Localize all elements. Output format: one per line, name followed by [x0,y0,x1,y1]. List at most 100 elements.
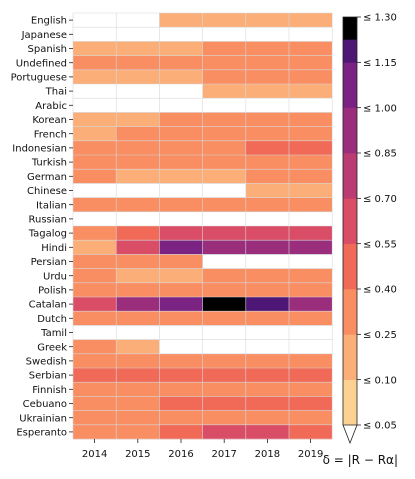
heatmap-cell [289,254,333,269]
heatmap-cell [245,240,290,255]
y-tick-label: Dutch [37,314,67,325]
heatmap-cell [159,55,203,71]
heatmap-cell [202,98,247,113]
heatmap-cell [289,55,333,71]
y-tick-label: Undefined [16,58,67,69]
heatmap-cell [116,183,160,198]
colorbar-outline [342,16,358,425]
heatmap-cell [73,282,117,298]
heatmap-cell [73,382,117,397]
heatmap-cell [289,297,333,312]
heatmap-cell [289,197,333,213]
heatmap-cell [73,211,117,227]
heatmap-cell [159,268,203,284]
heatmap-cell [159,211,203,227]
y-tick-label: Japanese [21,30,67,41]
heatmap-cell [159,140,203,156]
x-tick-label: 2016 [168,449,193,460]
heatmap-cell [73,424,117,440]
heatmap-cell [159,311,203,326]
heatmap-cell [289,84,333,99]
y-tick-label: Hindi [41,243,67,254]
heatmap-cell [159,41,203,56]
heatmap-cell [73,197,117,213]
heatmap-cell [289,98,333,113]
colorbar-tick-label: ≤ 1.15 [363,58,397,69]
heatmap-cell [245,98,290,113]
y-tick-label: Korean [32,115,67,126]
colorbar-tick-label: ≤ 0.25 [363,330,397,341]
heatmap-cell [116,112,160,127]
heatmap-cell [245,211,290,227]
heatmap-cell [116,311,160,326]
heatmap-cell [245,311,290,326]
y-tick-label: Tagalog [28,229,67,240]
heatmap-cell [159,325,203,340]
heatmap-cell [245,27,290,42]
heatmap-cell [73,353,117,369]
heatmap-cell [245,226,290,241]
heatmap-cell [202,84,247,99]
heatmap-cell [159,183,203,198]
heatmap-cell [116,55,160,71]
heatmap-cell [116,140,160,156]
heatmap-cell [245,41,290,56]
heatmap-cell [73,368,117,383]
heatmap-cell [289,268,333,284]
heatmap-cell [202,197,247,213]
x-tick-label: 2019 [298,449,323,460]
heatmap-cell [245,268,290,284]
heatmap-cell [202,368,247,383]
heatmap-cell [73,339,117,355]
heatmap-cell [116,169,160,184]
y-tick-label: Russian [28,215,67,226]
heatmap-cell [116,396,160,411]
heatmap-cell [116,368,160,383]
heatmap-cell [245,382,290,397]
heatmap-cell [159,13,203,28]
y-tick-label: Tamil [40,328,67,339]
colorbar-tick-label: ≤ 1.00 [363,103,397,114]
colorbar-segment [343,334,357,380]
heatmap-cell [73,410,117,426]
heatmap-cell [116,27,160,42]
y-axis-labels: English Japanese Spanish Undefined Portugues… [11,16,73,439]
heatmap-cell [289,183,333,198]
grid-lines [72,12,333,440]
y-tick-label: Persian [31,257,67,268]
heatmap-cell [73,268,117,284]
colorbar-tick-label: ≤ 1.30 [363,13,397,24]
y-tick-label: Thai [45,87,67,98]
heatmap-cell [73,254,117,269]
heatmap-cell [73,69,117,85]
y-tick-label: Serbian [29,371,67,382]
y-tick-label: Indonesian [12,144,67,155]
heatmap-cell [289,69,333,85]
y-tick-label: Esperanto [16,428,67,439]
heatmap-cell [289,41,333,56]
colorbar-tick-label: ≤ 0.85 [363,149,397,160]
heatmap-cell [245,339,290,355]
heatmap-cell [202,297,247,312]
heatmap-cell [159,254,203,269]
colorbar-segment [343,107,357,154]
heatmap-cell [289,169,333,184]
heatmap-cell [159,84,203,99]
heatmap-cell [73,41,117,56]
heatmap-cell [289,226,333,241]
heatmap-cell [159,410,203,426]
heatmap-cell [289,27,333,42]
heatmap-cell [245,297,290,312]
heatmap-cell [245,155,290,170]
heatmap-cell [202,311,247,326]
heatmap-cell [289,410,333,426]
heatmap-cell [289,325,333,340]
heatmap-cell [116,98,160,113]
y-tick-label: Catalan [29,300,67,311]
colorbar-tick-label: ≤ 0.05 [363,421,397,432]
heatmap-cell [116,382,160,397]
heatmap-cell [245,126,290,142]
heatmap-cell [73,396,117,411]
colorbar-tick-label: ≤ 0.70 [363,194,397,205]
heatmap-cell [159,396,203,411]
